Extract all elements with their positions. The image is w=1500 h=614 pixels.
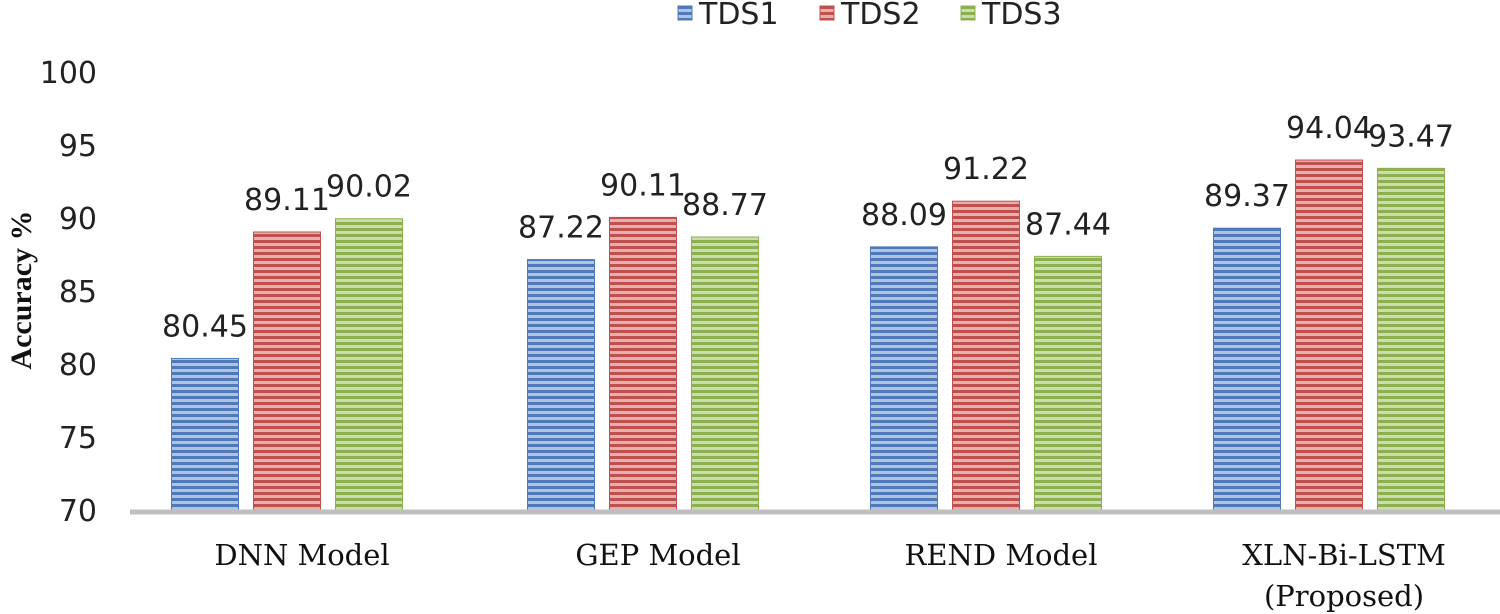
legend-swatch — [960, 5, 976, 21]
y-tick-label: 100 — [40, 56, 97, 91]
bar-tds2 — [952, 200, 1020, 512]
y-tick-label: 95 — [59, 129, 97, 164]
y-tick-label: 75 — [59, 421, 97, 456]
bars — [171, 159, 1445, 512]
x-tick-label: DNN Model — [214, 538, 389, 572]
data-label: 93.47 — [1368, 119, 1454, 154]
y-tick-label: 70 — [59, 494, 97, 529]
legend-label: TDS2 — [840, 0, 921, 32]
bar-tds1 — [1213, 227, 1281, 512]
bar-tds2 — [609, 216, 677, 512]
y-axis-ticks: 70 75 80 85 90 95 100 — [40, 56, 97, 529]
legend-swatch — [819, 5, 835, 21]
y-axis-label: Accuracy % — [5, 210, 38, 369]
data-label: 88.77 — [682, 188, 768, 223]
bar-tds1 — [870, 246, 938, 512]
data-label: 88.09 — [861, 198, 947, 233]
x-tick-label: GEP Model — [575, 538, 740, 572]
legend-label: TDS3 — [981, 0, 1062, 32]
data-label: 90.02 — [326, 170, 412, 205]
legend-swatch — [677, 5, 693, 21]
legend-item-tds2: TDS2 — [819, 0, 921, 32]
data-label: 80.45 — [162, 309, 248, 344]
bar-tds1 — [171, 357, 239, 512]
legend-item-tds1: TDS1 — [677, 0, 779, 32]
legend-label: TDS1 — [698, 0, 779, 32]
x-tick-label: REND Model — [904, 538, 1097, 572]
x-axis-categories: DNN Model GEP Model REND Model XLN-Bi-LSTM(… — [214, 538, 1446, 613]
y-tick-label: 80 — [59, 348, 97, 383]
bar-tds1 — [527, 259, 595, 512]
data-label: 87.44 — [1025, 207, 1111, 242]
bar-tds3 — [1377, 167, 1445, 512]
bar-tds2 — [1295, 159, 1363, 512]
data-label: 87.22 — [518, 211, 604, 246]
y-tick-label: 90 — [59, 202, 97, 237]
bar-tds3 — [691, 236, 759, 512]
data-label: 89.11 — [244, 183, 330, 218]
data-label: 94.04 — [1286, 111, 1372, 146]
bar-tds2 — [253, 231, 321, 512]
data-label: 89.37 — [1204, 179, 1290, 214]
legend-item-tds3: TDS3 — [960, 0, 1062, 32]
x-tick-label: XLN-Bi-LSTM (Proposed) — [1242, 538, 1446, 613]
data-label: 90.11 — [600, 168, 686, 203]
bar-tds3 — [335, 218, 403, 512]
data-label: 91.22 — [943, 152, 1029, 187]
bar-tds3 — [1034, 255, 1102, 512]
y-tick-label: 85 — [59, 275, 97, 310]
legend: TDS1 TDS2 TDS3 — [677, 0, 1062, 32]
